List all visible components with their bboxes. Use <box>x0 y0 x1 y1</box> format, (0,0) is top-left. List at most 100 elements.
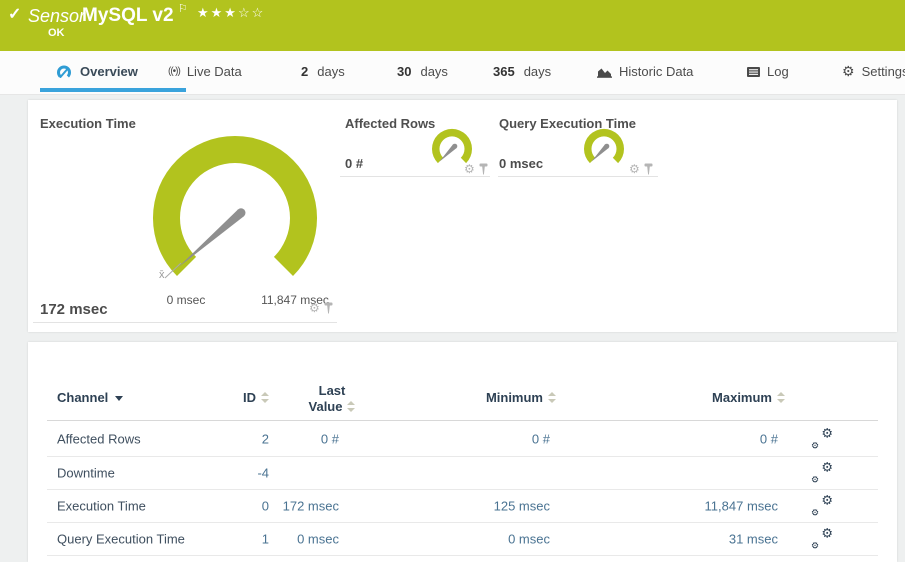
gear-icon: ⚙ <box>811 540 820 551</box>
widget-divider <box>498 176 658 177</box>
column-label: ID <box>243 390 256 405</box>
gear-icon[interactable]: ⚙ <box>309 301 320 315</box>
channel-last-value: 0 msec <box>297 531 339 547</box>
tab-label: Overview <box>80 64 138 79</box>
gauge-scale-min: 0 msec <box>166 293 206 307</box>
pin-icon[interactable] <box>324 302 333 314</box>
column-label: Last Value <box>308 383 346 414</box>
channel-maximum: 11,847 msec <box>704 498 778 514</box>
tab-2-days[interactable]: 2 days <box>301 51 345 92</box>
channel-name: Downtime <box>57 465 115 481</box>
gear-icon: ⚙ <box>842 63 855 79</box>
column-header-maximum[interactable]: Maximum <box>712 390 785 405</box>
tab-historic-data[interactable]: Historic Data <box>597 51 693 92</box>
gear-icon: ⚙ <box>821 492 833 508</box>
sort-caret-icon <box>115 396 124 402</box>
execution-time-gauge <box>152 135 318 279</box>
tab-settings[interactable]: ⚙ Settings <box>842 51 905 92</box>
execution-time-value: 172 msec <box>40 301 108 318</box>
status-badge: OK <box>48 27 65 39</box>
tab-365-days[interactable]: 365 days <box>493 51 551 92</box>
sort-arrows-icon <box>548 392 556 403</box>
channel-id: 2 <box>261 431 269 446</box>
gauge-icon <box>55 64 73 80</box>
tab-live-data[interactable]: ((•)) Live Data <box>168 51 242 92</box>
query-execution-time-gauge <box>584 128 624 164</box>
log-list-icon <box>747 66 760 77</box>
tab-30-days[interactable]: 30 days <box>397 51 448 92</box>
channel-settings-icon[interactable]: ⚙ ⚙ <box>811 426 833 450</box>
gear-icon: ⚙ <box>821 425 833 440</box>
column-label: Minimum <box>485 390 543 405</box>
gear-icon[interactable]: ⚙ <box>629 162 640 176</box>
table-header-row: Channel ID Last Value Minimum Maximum <box>47 378 878 421</box>
widget-toolbar: ⚙ <box>309 302 333 314</box>
sort-arrows-icon <box>261 392 269 403</box>
column-header-channel[interactable]: Channel <box>57 390 124 405</box>
tab-label: Log <box>767 64 789 79</box>
widget-toolbar: ⚙ <box>629 163 653 175</box>
tab-label: days <box>317 64 345 79</box>
tab-number: 30 <box>397 64 412 79</box>
gauge-title-execution-time: Execution Time <box>40 116 136 131</box>
table-row: Affected Rows 2 0 # 0 # 0 # ⚙ ⚙ <box>47 421 878 457</box>
widget-divider <box>340 176 490 177</box>
tab-number: 365 <box>493 64 515 79</box>
channel-settings-icon[interactable]: ⚙ ⚙ <box>811 527 833 551</box>
tab-label: Live Data <box>186 64 242 79</box>
table-row: Downtime -4 ⚙ ⚙ <box>47 457 878 490</box>
channel-maximum: 0 # <box>759 431 778 446</box>
affected-rows-gauge <box>432 128 472 164</box>
column-label: Maximum <box>712 390 772 405</box>
channel-name: Query Execution Time <box>57 531 185 547</box>
tab-label: Historic Data <box>619 64 694 79</box>
channel-id: 0 <box>261 498 269 514</box>
object-type-label: Sensor <box>28 6 86 26</box>
table-row: Query Execution Time 1 0 msec 0 msec 31 … <box>47 523 878 556</box>
channel-id: 1 <box>261 531 269 547</box>
table-row: Execution Time 0 172 msec 125 msec 11,84… <box>47 490 878 523</box>
pin-icon[interactable] <box>479 163 488 175</box>
flag-icon[interactable]: ⚐ <box>178 3 188 15</box>
channel-minimum: 0 msec <box>508 531 550 547</box>
gear-icon: ⚙ <box>811 507 820 518</box>
channel-settings-icon[interactable]: ⚙ ⚙ <box>811 461 833 485</box>
channel-id: -4 <box>257 465 269 481</box>
area-chart-icon <box>597 66 612 78</box>
gauges-panel: Execution Time x̄ 0 msec 11,847 msec 172… <box>28 100 897 332</box>
column-header-last-value[interactable]: Last Value <box>306 383 358 415</box>
query-execution-time-value: 0 msec <box>499 156 544 171</box>
column-label: Channel <box>57 390 109 405</box>
priority-stars[interactable]: ★★★☆☆ <box>197 5 266 20</box>
channel-settings-icon[interactable]: ⚙ ⚙ <box>811 494 833 518</box>
pin-icon[interactable] <box>644 163 653 175</box>
tab-log[interactable]: Log <box>747 51 789 92</box>
gauge-scale-max: 11,847 msec <box>261 293 329 307</box>
widget-divider <box>33 322 337 323</box>
channel-minimum: 0 # <box>531 431 550 446</box>
sensor-status-header: ✓ Sensor MySQL v2 ⚐ ★★★☆☆ OK <box>0 0 905 51</box>
channel-name: Execution Time <box>57 498 146 514</box>
sort-arrows-icon <box>347 401 356 412</box>
channel-minimum: 125 msec <box>493 498 550 514</box>
channel-table-panel: Channel ID Last Value Minimum Maximum Af… <box>28 342 897 562</box>
gear-icon: ⚙ <box>821 459 833 475</box>
column-header-id[interactable]: ID <box>243 390 269 405</box>
broadcast-icon: ((•)) <box>168 66 181 77</box>
widget-toolbar: ⚙ <box>464 163 488 175</box>
gauge-title-affected-rows: Affected Rows <box>345 116 436 131</box>
gear-icon: ⚙ <box>811 474 820 485</box>
affected-rows-value: 0 # <box>345 156 364 171</box>
channel-last-value: 172 msec <box>282 498 339 514</box>
tab-bar: Overview ((•)) Live Data 2 days 30 days … <box>0 51 905 95</box>
column-header-minimum[interactable]: Minimum <box>486 390 556 405</box>
gear-icon: ⚙ <box>811 440 820 450</box>
gear-icon[interactable]: ⚙ <box>464 162 475 176</box>
active-tab-underline <box>40 88 186 92</box>
tab-label: Settings <box>861 64 905 79</box>
tab-label: days <box>420 64 448 79</box>
average-marker: x̄ <box>159 269 165 281</box>
tab-number: 2 <box>301 64 309 79</box>
tab-overview[interactable]: Overview <box>55 51 138 92</box>
